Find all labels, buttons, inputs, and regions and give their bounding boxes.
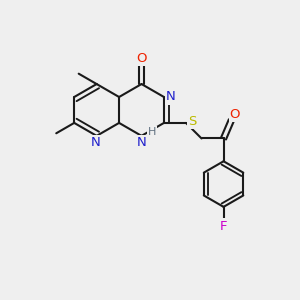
Text: N: N bbox=[90, 136, 100, 149]
Text: O: O bbox=[230, 108, 240, 121]
Text: S: S bbox=[188, 115, 196, 128]
Text: H: H bbox=[148, 127, 156, 137]
Text: F: F bbox=[220, 220, 227, 232]
Text: O: O bbox=[136, 52, 147, 64]
Text: N: N bbox=[166, 91, 175, 103]
Text: N: N bbox=[136, 136, 146, 149]
